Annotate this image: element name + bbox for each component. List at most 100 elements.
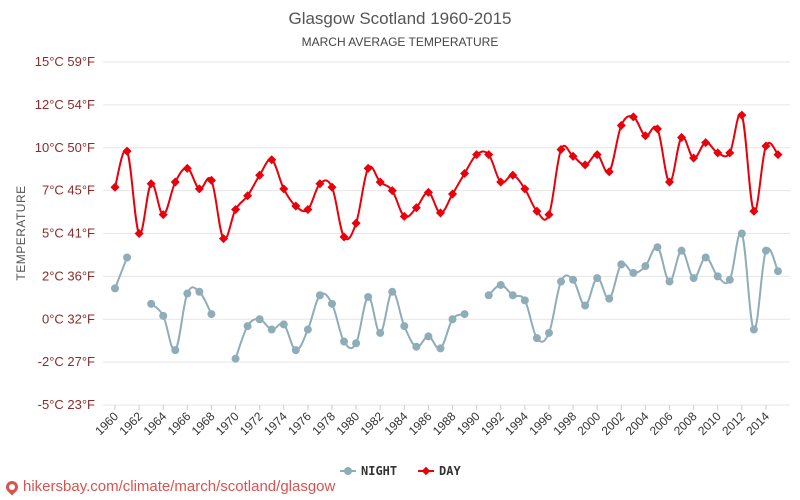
day-point[interactable] <box>182 163 192 173</box>
y-axis-label: TEMPERATURE <box>14 185 28 280</box>
night-point[interactable] <box>677 246 686 255</box>
x-tick-label: 1986 <box>406 409 435 438</box>
legend-item-night[interactable]: NIGHT <box>340 464 397 478</box>
night-point[interactable] <box>291 346 300 355</box>
day-point[interactable] <box>725 148 735 158</box>
night-point[interactable] <box>412 342 421 351</box>
day-point[interactable] <box>194 184 204 194</box>
day-point[interactable] <box>460 168 470 179</box>
day-point[interactable] <box>279 184 289 194</box>
night-point[interactable] <box>207 310 216 319</box>
night-point[interactable] <box>327 299 336 308</box>
day-point[interactable] <box>267 155 277 165</box>
night-point[interactable] <box>171 346 180 355</box>
night-point[interactable] <box>315 291 324 300</box>
night-point[interactable] <box>713 272 722 281</box>
x-tick-label: 1994 <box>502 409 531 438</box>
day-point[interactable] <box>170 177 180 187</box>
night-point[interactable] <box>195 287 204 296</box>
night-point[interactable] <box>653 243 662 252</box>
day-point[interactable] <box>544 210 554 220</box>
y-tick-label: 0°C 32°F <box>42 311 95 326</box>
x-tick-label: 1996 <box>526 409 555 438</box>
night-point[interactable] <box>737 229 746 238</box>
day-point[interactable] <box>761 141 771 151</box>
night-point[interactable] <box>605 294 614 303</box>
night-point[interactable] <box>749 325 758 334</box>
day-point[interactable] <box>435 208 445 218</box>
night-point[interactable] <box>159 311 168 320</box>
day-point[interactable] <box>399 211 409 221</box>
night-point[interactable] <box>761 246 770 255</box>
day-point[interactable] <box>218 234 229 244</box>
night-point[interactable] <box>364 292 373 301</box>
x-tick-label: 1974 <box>261 409 290 438</box>
night-point[interactable] <box>665 277 674 286</box>
night-point[interactable] <box>400 322 409 331</box>
night-point[interactable] <box>774 267 782 276</box>
night-point[interactable] <box>424 332 433 341</box>
night-point[interactable] <box>725 275 734 284</box>
night-point[interactable] <box>340 337 349 346</box>
night-point[interactable] <box>593 274 602 283</box>
day-point[interactable] <box>134 228 144 239</box>
x-tick-label: 1988 <box>430 409 459 438</box>
night-point[interactable] <box>388 287 397 296</box>
night-point[interactable] <box>484 291 493 300</box>
y-tick-label: 2°C 36°F <box>42 268 95 283</box>
day-point[interactable] <box>363 163 373 173</box>
x-tick-label: 1978 <box>309 409 338 438</box>
day-point[interactable] <box>616 120 626 130</box>
source-url[interactable]: hikersbay.com/climate/march/scotland/gla… <box>23 478 336 495</box>
night-point[interactable] <box>520 296 529 305</box>
day-point[interactable] <box>291 201 301 211</box>
x-tick-label: 1976 <box>285 409 314 438</box>
day-point[interactable] <box>327 182 337 192</box>
night-point[interactable] <box>303 325 312 334</box>
day-point[interactable] <box>206 175 216 185</box>
day-point[interactable] <box>508 170 518 180</box>
night-point[interactable] <box>496 280 505 289</box>
night-point[interactable] <box>231 354 240 363</box>
night-point[interactable] <box>508 291 517 300</box>
night-point[interactable] <box>448 315 457 324</box>
legend-item-day[interactable]: DAY <box>418 464 461 478</box>
night-point[interactable] <box>267 325 276 334</box>
day-point[interactable] <box>255 170 265 180</box>
day-point[interactable] <box>146 179 156 189</box>
night-point[interactable] <box>243 322 252 331</box>
day-point[interactable] <box>351 218 361 228</box>
night-point[interactable] <box>641 262 650 271</box>
legend-marker <box>421 466 431 476</box>
night-point[interactable] <box>617 260 626 269</box>
night-point[interactable] <box>255 315 264 324</box>
day-point[interactable] <box>604 167 614 177</box>
night-point[interactable] <box>147 299 156 308</box>
day-point[interactable] <box>122 146 132 156</box>
night-point[interactable] <box>701 253 710 262</box>
night-point[interactable] <box>376 328 385 337</box>
source-link[interactable]: hikersbay.com/climate/march/scotland/gla… <box>3 478 336 495</box>
night-point[interactable] <box>352 339 361 348</box>
night-point[interactable] <box>629 268 638 277</box>
day-point[interactable] <box>472 150 482 160</box>
day-point[interactable] <box>158 210 168 220</box>
night-point[interactable] <box>436 344 445 353</box>
x-tick-label: 2002 <box>599 409 628 438</box>
x-tick-label: 2012 <box>719 409 748 438</box>
night-point[interactable] <box>532 334 541 343</box>
legend-label: DAY <box>439 464 461 478</box>
night-point[interactable] <box>183 289 192 298</box>
night-point[interactable] <box>111 284 119 293</box>
x-tick-label: 1970 <box>213 409 242 438</box>
night-point[interactable] <box>123 253 132 262</box>
night-point[interactable] <box>557 277 566 286</box>
night-point[interactable] <box>689 274 698 283</box>
night-point[interactable] <box>544 328 553 337</box>
x-tick-label: 1968 <box>189 409 218 438</box>
night-point[interactable] <box>460 310 469 319</box>
night-point[interactable] <box>569 275 578 284</box>
night-point[interactable] <box>279 320 288 329</box>
night-point[interactable] <box>581 301 590 310</box>
legend[interactable]: NIGHT DAY <box>340 464 461 478</box>
